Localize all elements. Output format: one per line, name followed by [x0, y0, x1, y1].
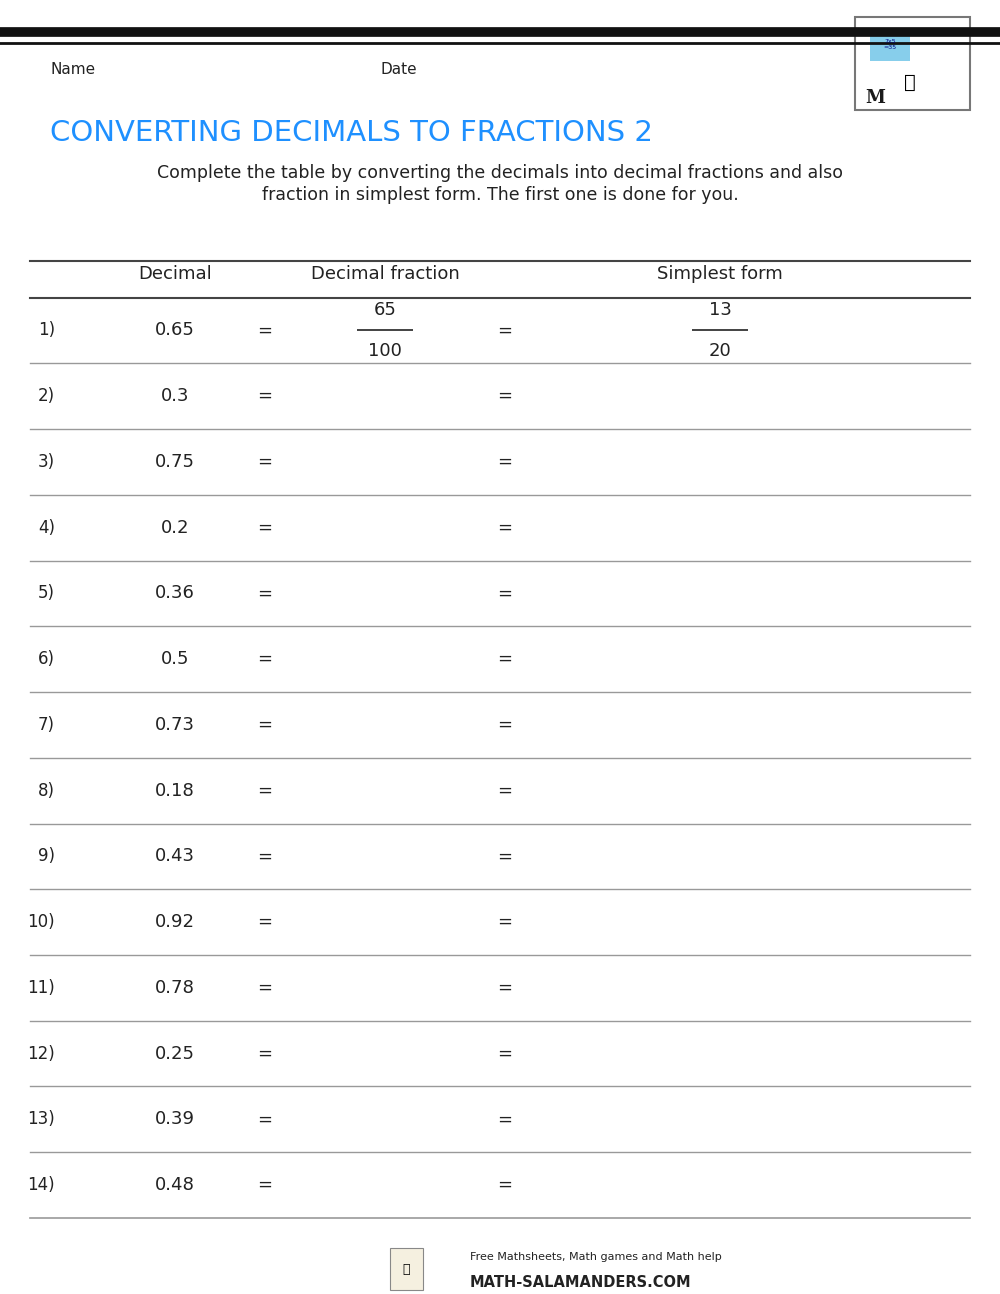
- Text: M: M: [865, 89, 885, 107]
- Text: 0.3: 0.3: [161, 387, 189, 405]
- Text: =: =: [498, 387, 512, 405]
- Text: 12): 12): [27, 1044, 55, 1062]
- Text: Complete the table by converting the decimals into decimal fractions and also: Complete the table by converting the dec…: [157, 164, 843, 182]
- Text: =: =: [258, 716, 272, 734]
- Text: fraction in simplest form. The first one is done for you.: fraction in simplest form. The first one…: [262, 186, 738, 204]
- Text: 13): 13): [27, 1110, 55, 1128]
- Text: =: =: [258, 978, 272, 996]
- Text: =: =: [258, 453, 272, 471]
- Text: Decimal fraction: Decimal fraction: [311, 265, 459, 283]
- Text: 0.36: 0.36: [155, 585, 195, 603]
- Text: MATH-SALAMANDERS.COM: MATH-SALAMANDERS.COM: [470, 1275, 692, 1290]
- Text: Simplest form: Simplest form: [657, 265, 783, 283]
- Text: 13: 13: [709, 300, 731, 318]
- Text: CONVERTING DECIMALS TO FRACTIONS 2: CONVERTING DECIMALS TO FRACTIONS 2: [50, 119, 653, 148]
- Text: 0.5: 0.5: [161, 650, 189, 668]
- FancyBboxPatch shape: [855, 17, 970, 110]
- Text: =: =: [498, 978, 512, 996]
- Text: =: =: [498, 1044, 512, 1062]
- Text: =: =: [258, 848, 272, 866]
- Text: =: =: [258, 387, 272, 405]
- Text: Name: Name: [50, 62, 95, 78]
- Text: 5): 5): [38, 585, 55, 603]
- Text: 0.25: 0.25: [155, 1044, 195, 1062]
- Text: 6): 6): [38, 650, 55, 668]
- Text: =: =: [258, 914, 272, 932]
- Text: =: =: [498, 914, 512, 932]
- Text: 65: 65: [374, 300, 396, 318]
- Text: 10): 10): [27, 914, 55, 932]
- Text: 0.92: 0.92: [155, 914, 195, 932]
- Text: 0.39: 0.39: [155, 1110, 195, 1128]
- Text: 9): 9): [38, 848, 55, 866]
- Text: 100: 100: [368, 342, 402, 360]
- Text: =: =: [498, 321, 512, 339]
- Text: 🐆: 🐆: [904, 74, 916, 92]
- Text: 0.43: 0.43: [155, 848, 195, 866]
- Text: 0.2: 0.2: [161, 519, 189, 537]
- Text: 3): 3): [38, 453, 55, 471]
- Text: 2): 2): [38, 387, 55, 405]
- FancyBboxPatch shape: [390, 1247, 423, 1290]
- Text: =: =: [258, 1110, 272, 1128]
- Text: 0.73: 0.73: [155, 716, 195, 734]
- Text: 0.65: 0.65: [155, 321, 195, 339]
- Text: =: =: [258, 1044, 272, 1062]
- Text: Date: Date: [380, 62, 417, 78]
- Text: =: =: [258, 1176, 272, 1194]
- Text: =: =: [498, 1110, 512, 1128]
- Text: =: =: [258, 782, 272, 800]
- Text: =: =: [498, 519, 512, 537]
- Text: 4): 4): [38, 519, 55, 537]
- Text: =: =: [258, 321, 272, 339]
- Text: 11): 11): [27, 978, 55, 996]
- Text: =: =: [258, 585, 272, 603]
- Text: =: =: [258, 650, 272, 668]
- Text: =: =: [498, 650, 512, 668]
- Text: Free Mathsheets, Math games and Math help: Free Mathsheets, Math games and Math hel…: [470, 1251, 722, 1262]
- Text: =: =: [498, 848, 512, 866]
- Text: 0.78: 0.78: [155, 978, 195, 996]
- Text: 8): 8): [38, 782, 55, 800]
- Text: =: =: [498, 453, 512, 471]
- Text: Decimal: Decimal: [138, 265, 212, 283]
- Text: =: =: [498, 1176, 512, 1194]
- Text: 0.75: 0.75: [155, 453, 195, 471]
- Text: 20: 20: [709, 342, 731, 360]
- Text: =: =: [498, 585, 512, 603]
- Text: 🐆: 🐆: [402, 1263, 410, 1276]
- FancyBboxPatch shape: [870, 28, 910, 61]
- Text: 0.18: 0.18: [155, 782, 195, 800]
- Text: =: =: [498, 782, 512, 800]
- Text: 14): 14): [27, 1176, 55, 1194]
- Text: 0.48: 0.48: [155, 1176, 195, 1194]
- Text: 7x5
=35: 7x5 =35: [883, 39, 897, 50]
- Text: 1): 1): [38, 321, 55, 339]
- Text: =: =: [258, 519, 272, 537]
- Text: =: =: [498, 716, 512, 734]
- Text: 7): 7): [38, 716, 55, 734]
